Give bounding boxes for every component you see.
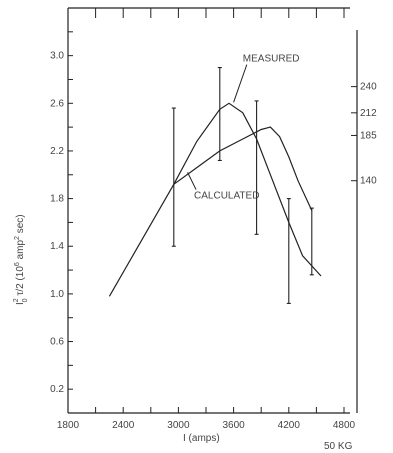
y-tick-label: 1.0 bbox=[50, 289, 64, 300]
y-tick-label: 3.0 bbox=[50, 51, 64, 62]
y-tick-label: 0.2 bbox=[50, 384, 64, 395]
error-bars bbox=[171, 67, 314, 304]
x-tick-label: 4200 bbox=[278, 420, 301, 431]
x-tick-label: 3000 bbox=[167, 420, 190, 431]
y-tick-label: 2.6 bbox=[50, 98, 64, 109]
axis-ticks bbox=[67, 8, 345, 413]
series-line-measured bbox=[108, 102, 322, 297]
x-tick-label: 2400 bbox=[112, 420, 135, 431]
annotation-calculated: CALCULATED bbox=[194, 191, 259, 202]
right-label: 212 bbox=[360, 108, 377, 119]
data-curves bbox=[108, 102, 322, 297]
right-label: 185 bbox=[360, 130, 377, 141]
y-tick-label: 0.6 bbox=[50, 337, 64, 348]
x-tick-label: 4800 bbox=[333, 420, 356, 431]
right-label: 140 bbox=[360, 176, 377, 187]
y-tick-label: 2.2 bbox=[50, 146, 64, 157]
x-tick-label: 3600 bbox=[222, 420, 245, 431]
annotations: MEASURED CALCULATED bbox=[187, 54, 300, 202]
y-axis-label: I2 0 τ/2 (106 amp2 sec) bbox=[13, 214, 29, 305]
plot-frame bbox=[67, 7, 358, 414]
annotation-measured-pointer bbox=[233, 64, 248, 103]
annotation-measured: MEASURED bbox=[243, 54, 300, 65]
x-axis-label: I (amps) bbox=[183, 433, 220, 444]
y-tick-label: 1.8 bbox=[50, 194, 64, 205]
y-tick-label: 1.4 bbox=[50, 241, 64, 252]
series-line-calculated bbox=[173, 126, 313, 211]
right-label: 240 bbox=[360, 82, 377, 93]
x-tick-label: 1800 bbox=[57, 420, 80, 431]
corner-label: 50 KG bbox=[324, 441, 353, 452]
tick-labels: 1800 2400 3000 3600 4200 4800 0.2 0.6 1.0 1.4 1.8 2… bbox=[50, 51, 355, 431]
right-side-labels: 240 212 185 140 bbox=[351, 82, 377, 187]
annotation-calculated-pointer bbox=[187, 172, 197, 190]
